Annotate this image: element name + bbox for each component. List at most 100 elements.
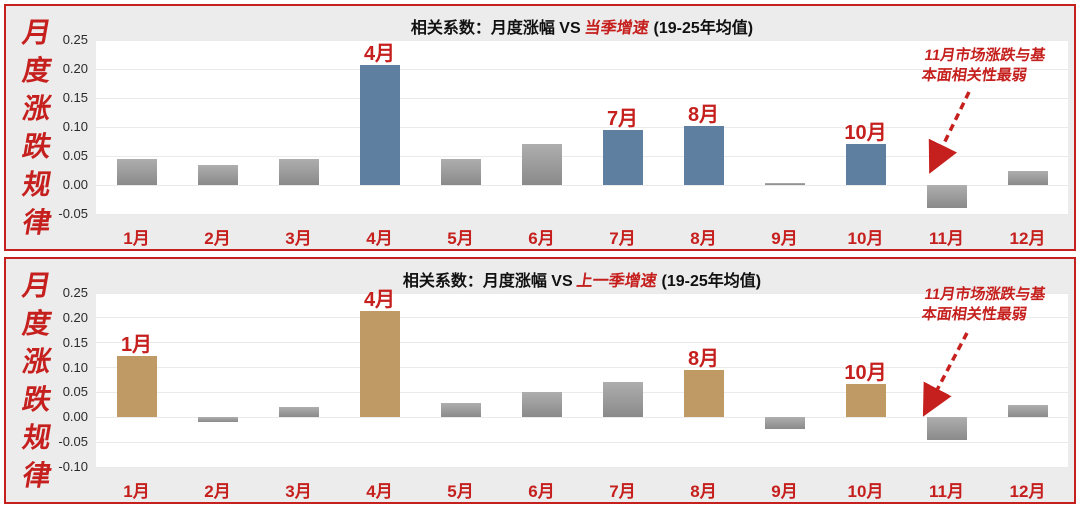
bar-month-label-1月: 1月 xyxy=(120,333,153,356)
title-highlight: 当季增速 xyxy=(583,20,650,37)
gridline xyxy=(96,441,1068,443)
x-axis-label-1月: 1月 xyxy=(123,482,150,501)
bar-6月 xyxy=(521,144,562,185)
x-axis-label-3月: 3月 xyxy=(285,482,312,501)
y-axis-tick-label: -0.05 xyxy=(58,434,88,450)
annotation-line-1: 11月市场涨跌与基 xyxy=(923,286,1047,303)
bar-3月 xyxy=(278,158,319,185)
x-axis-label-10月: 10月 xyxy=(847,229,884,248)
x-axis-label-3月: 3月 xyxy=(285,229,312,248)
x-axis-label-6月: 6月 xyxy=(528,229,555,248)
title-suffix: (19-25年均值) xyxy=(649,20,754,37)
y-axis-tick-label: 0.05 xyxy=(62,384,88,400)
y-axis-tick-label: 0.00 xyxy=(62,177,88,192)
x-axis-label-9月: 9月 xyxy=(771,229,798,248)
y-axis-tick-label: 0.05 xyxy=(62,148,88,163)
y-axis-tick-label: 0.20 xyxy=(62,61,88,76)
gridline xyxy=(96,184,1068,186)
y-axis-tick-label: 0.25 xyxy=(62,285,88,300)
x-axis-label-10月: 10月 xyxy=(847,482,884,501)
annotation-line-2: 本面相关性最弱 xyxy=(920,306,1029,324)
bar-month-label-4月: 4月 xyxy=(363,42,396,65)
bar-2月 xyxy=(197,417,238,423)
bar-10月 xyxy=(845,143,886,185)
x-axis-label-7月: 7月 xyxy=(609,229,636,248)
bar-11月 xyxy=(926,185,967,209)
bar-7月 xyxy=(602,129,643,185)
y-axis-tick-label: 0.15 xyxy=(62,334,88,350)
x-axis-label-5月: 5月 xyxy=(447,229,474,248)
gridline xyxy=(96,155,1068,157)
gridline xyxy=(96,97,1068,99)
bar-4月 xyxy=(359,64,400,185)
bar-month-label-8月: 8月 xyxy=(687,347,720,370)
bar-1月 xyxy=(116,355,157,418)
gridline xyxy=(96,292,1068,294)
title-suffix: (19-25年均值) xyxy=(657,273,762,290)
bar-2月 xyxy=(197,164,238,185)
x-axis-label-4月: 4月 xyxy=(366,482,393,501)
gridline xyxy=(96,466,1068,468)
title-prefix: 相关系数：月度涨幅 VS xyxy=(410,20,586,37)
bar-4月 xyxy=(359,310,400,418)
bar-8月 xyxy=(683,125,724,185)
chart-title: 相关系数：月度涨幅 VS 上一季增速 (19-25年均值) xyxy=(96,267,1068,291)
bar-month-label-8月: 8月 xyxy=(687,103,720,126)
x-axis-label-8月: 8月 xyxy=(690,482,717,501)
bar-6月 xyxy=(521,391,562,418)
bar-8月 xyxy=(683,369,724,418)
x-axis-label-9月: 9月 xyxy=(771,482,798,501)
bar-12月 xyxy=(1007,170,1048,185)
bar-month-label-4月: 4月 xyxy=(363,288,396,311)
bar-9月 xyxy=(764,183,805,185)
bar-11月 xyxy=(926,417,967,440)
x-axis-label-11月: 11月 xyxy=(929,229,964,248)
y-axis-tick-label: -0.05 xyxy=(58,206,88,221)
bar-3月 xyxy=(278,407,319,418)
gridline xyxy=(96,342,1068,344)
bar-10月 xyxy=(845,383,886,418)
x-axis-label-4月: 4月 xyxy=(366,229,393,248)
y-axis-tick-label: 0.25 xyxy=(62,32,88,47)
bar-5月 xyxy=(440,158,481,185)
plot-area: 0.25 0.20 0.15 0.10 0.05 0.00 -0.05 1月 2月 3月 4月 4月 5… xyxy=(58,32,1068,248)
plot-area: 0.25 0.20 0.15 0.10 0.05 0.00 -0.05 -0.10 1月 1月 2月… xyxy=(58,285,1068,501)
annotation-line-2: 本面相关性最弱 xyxy=(920,67,1029,85)
bar-9月 xyxy=(764,417,805,430)
gridline xyxy=(96,317,1068,319)
y-axis-tick-label: 0.10 xyxy=(62,119,88,134)
y-axis-tick-label: -0.10 xyxy=(58,459,88,474)
x-axis-label-8月: 8月 xyxy=(690,229,717,248)
chart-title: 相关系数：月度涨幅 VS 当季增速 (19-25年均值) xyxy=(96,14,1068,38)
gridline xyxy=(96,391,1068,393)
gridline xyxy=(96,39,1068,41)
bar-month-label-10月: 10月 xyxy=(844,121,887,144)
gridline xyxy=(96,68,1068,70)
gridline xyxy=(96,416,1068,418)
gridline xyxy=(96,126,1068,128)
x-axis-label-7月: 7月 xyxy=(609,482,636,501)
annotation-november-weakest: 11月市场涨跌与基 本面相关性最弱 xyxy=(920,285,1047,326)
x-axis-label-11月: 11月 xyxy=(929,482,964,501)
bar-7月 xyxy=(602,381,643,418)
x-axis-label-1月: 1月 xyxy=(123,229,150,248)
annotation-line-1: 11月市场涨跌与基 xyxy=(923,47,1047,64)
x-axis-label-12月: 12月 xyxy=(1009,482,1046,501)
bar-1月 xyxy=(116,158,157,185)
gridline xyxy=(96,367,1068,369)
annotation-november-weakest: 11月市场涨跌与基 本面相关性最弱 xyxy=(920,46,1047,87)
bar-month-label-10月: 10月 xyxy=(844,361,887,384)
gridline xyxy=(96,213,1068,215)
chart-panel-previous-quarter: 月度涨跌规律 相关系数：月度涨幅 VS 上一季增速 (19-25年均值) 0.2… xyxy=(4,257,1076,504)
side-label-monthly-pattern: 月度涨跌规律 xyxy=(20,270,54,491)
x-axis-label-6月: 6月 xyxy=(528,482,555,501)
x-axis-label-12月: 12月 xyxy=(1009,229,1046,248)
x-axis-label-2月: 2月 xyxy=(204,482,231,501)
y-axis-tick-label: 0.10 xyxy=(62,359,88,375)
y-axis-tick-label: 0.20 xyxy=(62,309,88,325)
title-highlight: 上一季增速 xyxy=(575,273,658,290)
title-prefix: 相关系数：月度涨幅 VS xyxy=(402,273,578,290)
bar-5月 xyxy=(440,403,481,418)
chart-panel-current-quarter: 月度涨跌规律 相关系数：月度涨幅 VS 当季增速 (19-25年均值) 0.25… xyxy=(4,4,1076,251)
